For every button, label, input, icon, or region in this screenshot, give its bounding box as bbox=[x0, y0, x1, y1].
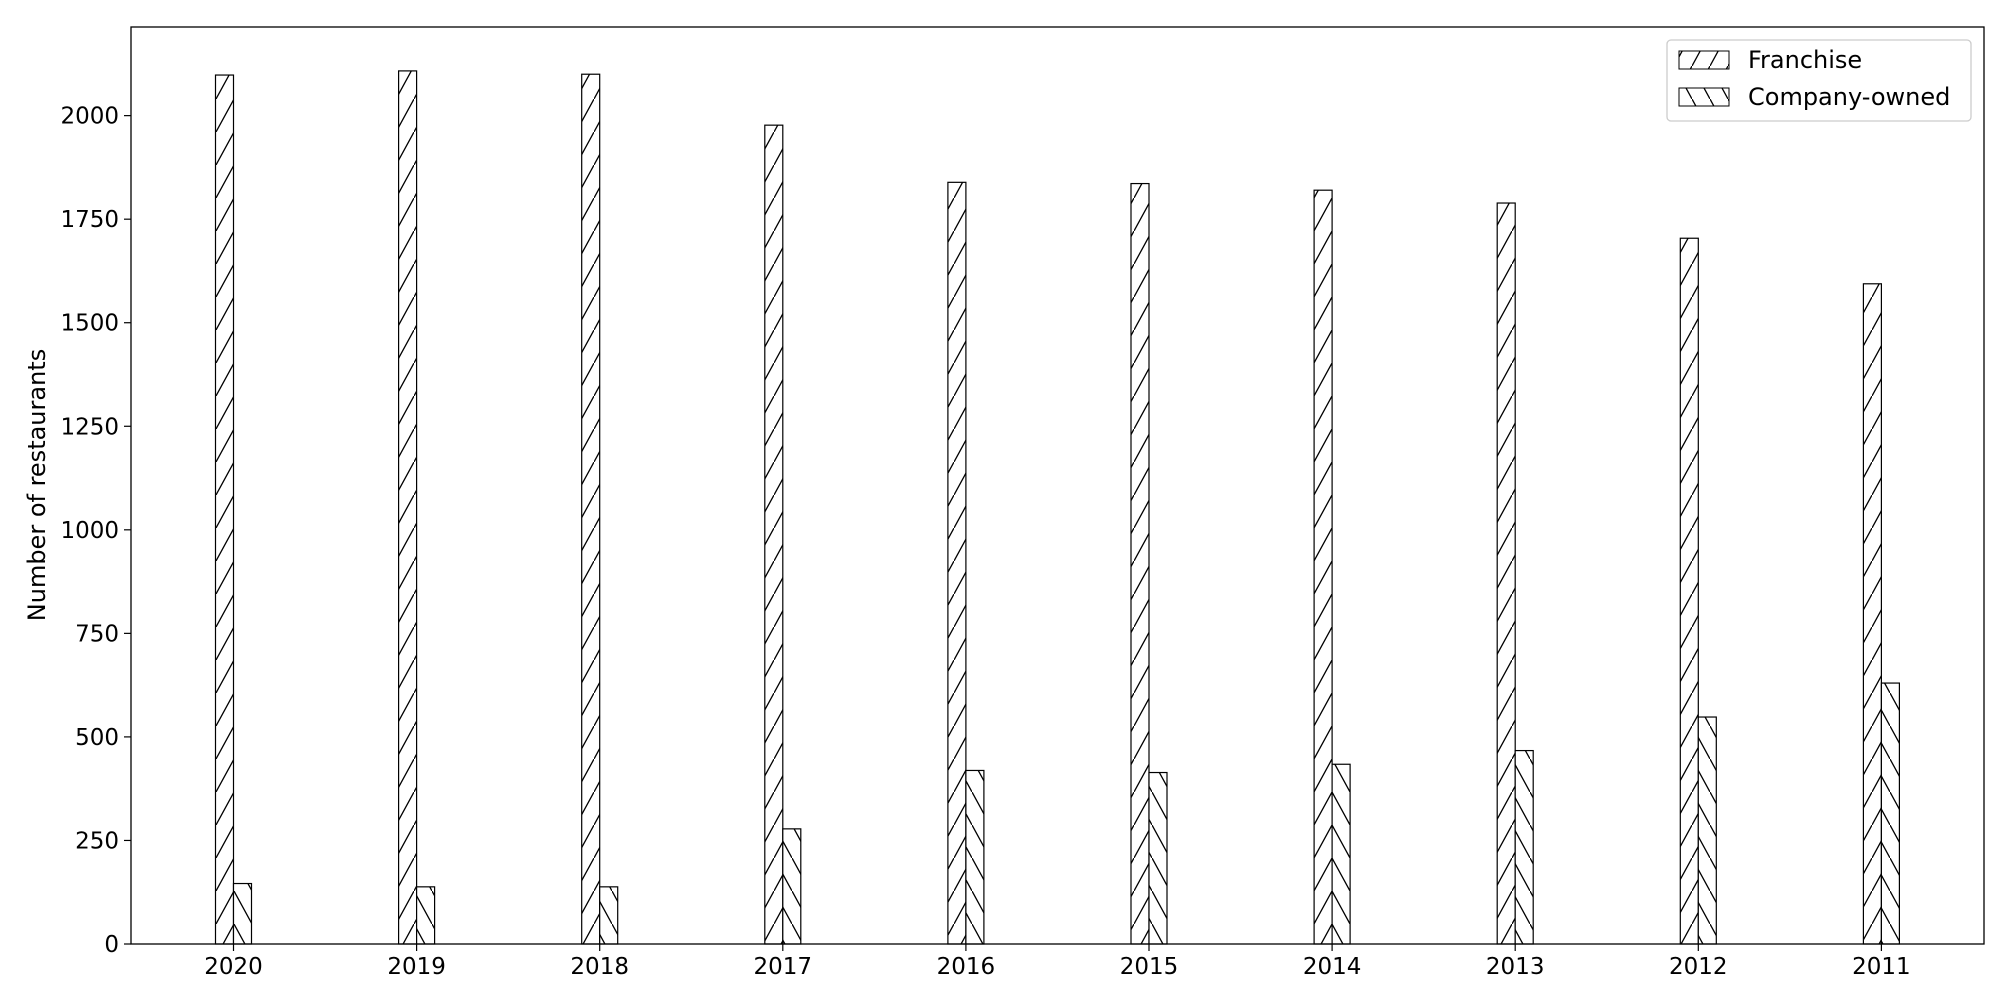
y-tick-label-1250: 1250 bbox=[60, 414, 119, 440]
x-tick-label-2011: 2011 bbox=[1852, 954, 1911, 980]
bar-company-owned-2012 bbox=[1697, 716, 1717, 945]
bar-franchise-2014 bbox=[1313, 189, 1333, 945]
y-tick-label-1000: 1000 bbox=[60, 518, 119, 544]
legend-swatch-company-owned bbox=[1678, 87, 1730, 107]
bar-company-owned-2019 bbox=[416, 886, 436, 945]
bar-franchise-2012 bbox=[1679, 237, 1699, 945]
x-tick-label-2012: 2012 bbox=[1669, 954, 1728, 980]
bar-franchise-2020 bbox=[214, 74, 235, 945]
bar-company-owned-2015 bbox=[1148, 771, 1168, 945]
y-tick-label-750: 750 bbox=[75, 621, 119, 647]
x-tick-label-2019: 2019 bbox=[387, 954, 446, 980]
legend-swatch-franchise bbox=[1678, 50, 1730, 70]
x-tick-label-2017: 2017 bbox=[754, 954, 813, 980]
y-tick-label-1750: 1750 bbox=[60, 207, 119, 233]
x-axis-ticks: 2020 2019 2018 2017 2016 2015 2014 2013 2012 2011 bbox=[204, 944, 1911, 980]
y-axis-label: Number of restaurants bbox=[23, 349, 51, 621]
legend: Franchise Company-owned bbox=[1666, 39, 1972, 122]
legend-box bbox=[1666, 39, 1972, 122]
bar-company-owned-2018 bbox=[599, 886, 619, 945]
plot-frame bbox=[130, 26, 1985, 945]
x-tick-label-2014: 2014 bbox=[1303, 954, 1362, 980]
y-tick-label-500: 500 bbox=[75, 725, 119, 751]
x-tick-label-2016: 2016 bbox=[937, 954, 996, 980]
legend-label-franchise: Franchise bbox=[1748, 46, 1862, 74]
y-tick-label-2000: 2000 bbox=[60, 104, 119, 130]
y-tick-label-0: 0 bbox=[104, 932, 119, 958]
bar-franchise-2013 bbox=[1496, 202, 1516, 945]
bar-franchise-2019 bbox=[398, 70, 418, 945]
bar-company-owned-2016 bbox=[965, 769, 985, 945]
bar-company-owned-2020 bbox=[232, 882, 253, 945]
x-tick-label-2018: 2018 bbox=[570, 954, 629, 980]
bar-franchise-2017 bbox=[764, 124, 784, 945]
bar-franchise-2018 bbox=[581, 73, 601, 945]
bar-company-owned-2013 bbox=[1514, 749, 1534, 945]
bar-franchise-2015 bbox=[1130, 182, 1150, 945]
bar-franchise-2016 bbox=[947, 181, 967, 945]
bar-franchise-2011 bbox=[1862, 283, 1883, 945]
bars-group bbox=[214, 70, 1901, 945]
y-tick-label-250: 250 bbox=[75, 828, 119, 854]
x-tick-label-2015: 2015 bbox=[1120, 954, 1179, 980]
bar-company-owned-2011 bbox=[1880, 682, 1901, 945]
bar-company-owned-2017 bbox=[782, 828, 802, 945]
y-tick-label-1500: 1500 bbox=[60, 311, 119, 337]
bar-company-owned-2014 bbox=[1331, 763, 1351, 945]
legend-label-company-owned: Company-owned bbox=[1748, 83, 1950, 111]
y-axis-ticks: 0 250 500 750 1000 1250 1500 1750 2000 bbox=[60, 104, 131, 958]
x-tick-label-2013: 2013 bbox=[1486, 954, 1545, 980]
x-tick-label-2020: 2020 bbox=[204, 954, 263, 980]
